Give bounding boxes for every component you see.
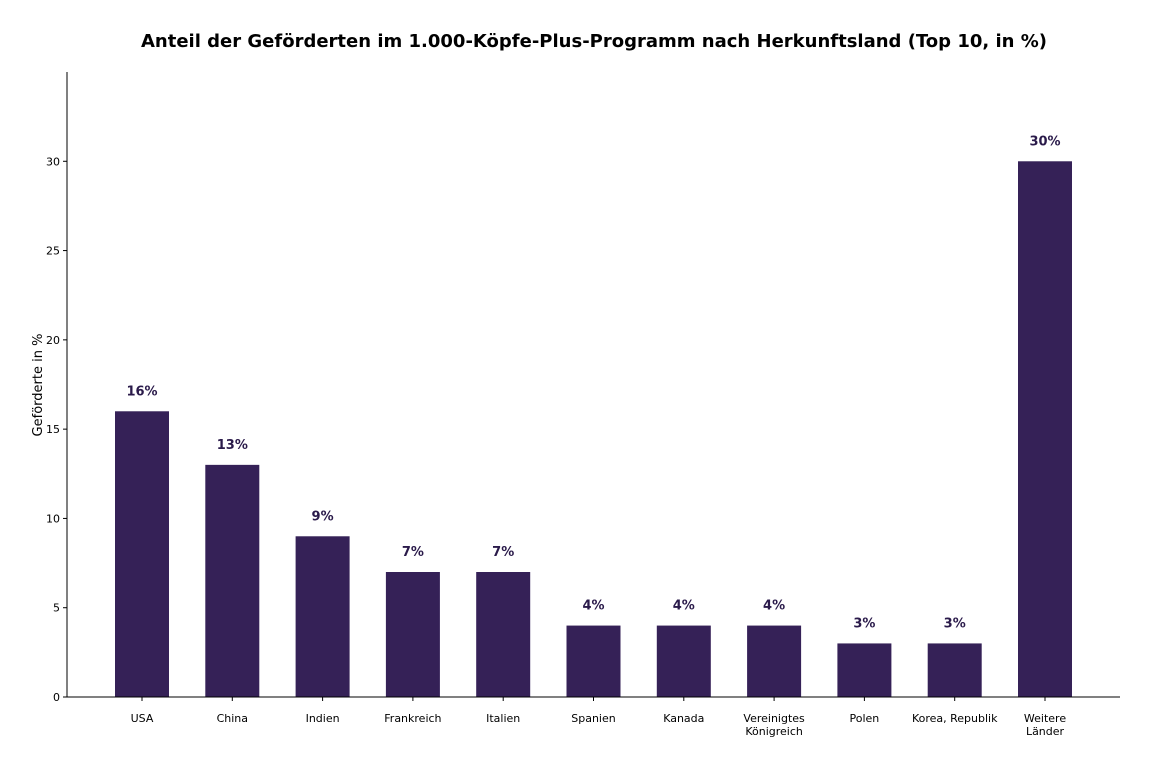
x-tick-label: Königreich (745, 725, 803, 738)
y-tick-label: 20 (46, 334, 60, 347)
bar (205, 464, 260, 697)
y-axis-ticks: 0 5 10 15 20 25 30 (46, 155, 67, 704)
y-tick-label: 5 (53, 602, 60, 615)
x-axis-ticks: USA China Indien Frankreich Italien Spanien Ka… (131, 697, 1066, 738)
chart-title: Anteil der Geförderten im 1.000-Köpfe-Pl… (141, 31, 1047, 52)
bar (747, 625, 802, 697)
bar (385, 572, 440, 697)
x-tick-label: Italien (486, 712, 520, 725)
bar (295, 536, 350, 697)
bars (115, 161, 1072, 698)
x-tick-label: Weitere (1024, 712, 1066, 725)
x-tick-label: Polen (850, 712, 880, 725)
y-tick-label: 25 (46, 245, 60, 258)
data-labels: 16% 13% 9% 7% 7% 4% 4% 4% 3% 3% 30% (126, 134, 1060, 631)
data-label: 3% (944, 616, 966, 631)
x-tick-label: Indien (306, 712, 340, 725)
bar (927, 643, 982, 697)
data-label: 13% (217, 438, 248, 453)
data-label: 7% (402, 545, 424, 560)
data-label: 3% (853, 616, 875, 631)
y-axis-label: Geförderte in % (31, 334, 46, 437)
data-label: 4% (673, 599, 695, 614)
x-tick-label: Vereinigtes (743, 712, 805, 725)
data-label: 30% (1029, 134, 1060, 149)
x-tick-label: China (217, 712, 248, 725)
y-tick-label: 10 (46, 512, 60, 525)
x-tick-label: Länder (1026, 725, 1065, 738)
bar (656, 625, 711, 697)
x-tick-label: Frankreich (384, 712, 441, 725)
x-tick-label: Spanien (571, 712, 616, 725)
bar (1018, 161, 1072, 698)
bar (837, 643, 892, 697)
data-label: 4% (763, 599, 785, 614)
x-tick-label: Kanada (663, 712, 704, 725)
data-label: 7% (492, 545, 514, 560)
bar (476, 572, 531, 697)
x-tick-label: USA (131, 712, 154, 725)
data-label: 9% (312, 509, 334, 524)
y-tick-label: 15 (46, 423, 60, 436)
bar (115, 411, 169, 697)
y-tick-label: 30 (46, 155, 60, 168)
data-label: 16% (126, 384, 157, 399)
bar (566, 625, 621, 697)
data-label: 4% (582, 599, 604, 614)
x-tick-label: Korea, Republik (912, 712, 998, 725)
y-tick-label: 0 (53, 691, 60, 704)
